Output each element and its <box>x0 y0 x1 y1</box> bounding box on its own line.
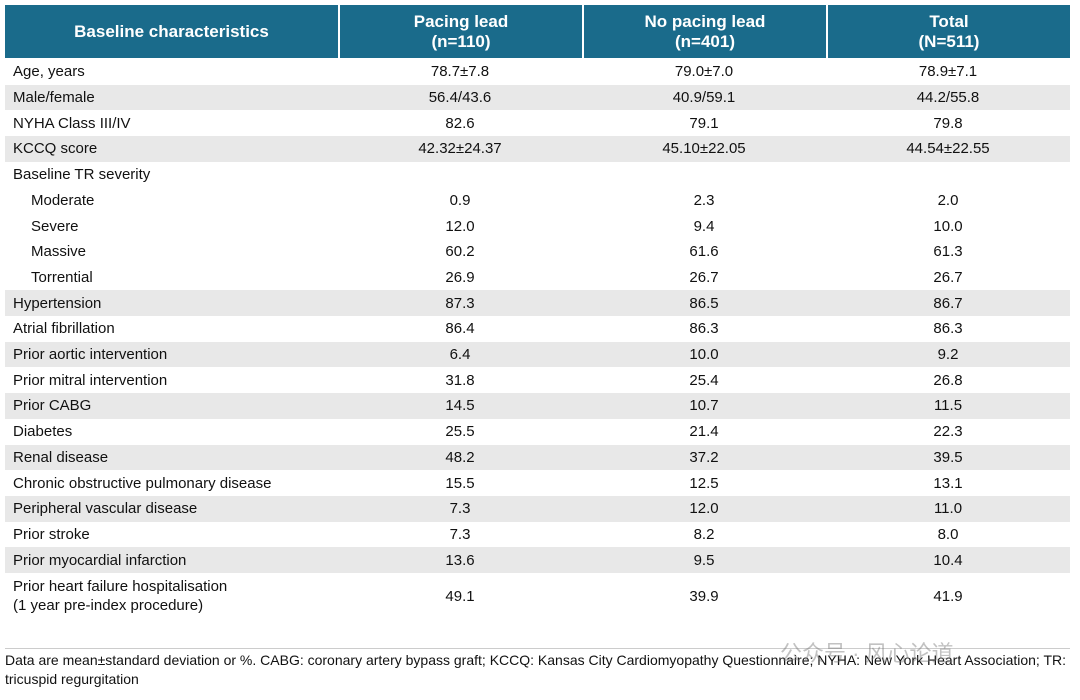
value-cell: 10.7 <box>689 397 719 415</box>
header-cell: Pacing lead (n=110) <box>340 5 582 58</box>
row-label: Massive <box>31 243 87 261</box>
value-cell: 42.32±24.37 <box>418 140 502 158</box>
row-band <box>5 393 1070 419</box>
row-label: Moderate <box>31 191 95 209</box>
row-band <box>5 136 1070 162</box>
row-label: Atrial fibrillation <box>13 320 115 338</box>
value-cell: 2.0 <box>937 191 959 209</box>
value-cell: 56.4/43.6 <box>428 89 492 107</box>
value-cell: 10.0 <box>689 346 719 364</box>
row-band <box>5 84 1070 111</box>
value-cell: 8.2 <box>693 525 715 543</box>
value-cell: 49.1 <box>445 587 475 605</box>
value-cell: 10.0 <box>933 217 963 235</box>
value-cell: 26.7 <box>933 268 963 286</box>
row-band <box>5 444 1070 471</box>
value-cell: 13.1 <box>933 474 963 492</box>
value-cell: 9.4 <box>693 217 715 235</box>
value-cell: 39.9 <box>689 587 719 605</box>
row-band <box>5 495 1070 522</box>
value-cell: 9.5 <box>693 551 715 569</box>
value-cell: 22.3 <box>933 423 963 441</box>
value-cell: 25.5 <box>445 423 475 441</box>
value-cell: 10.4 <box>933 551 963 569</box>
value-cell: 79.1 <box>689 114 719 132</box>
row-label: Prior stroke <box>13 525 90 543</box>
value-cell: 12.0 <box>689 500 719 518</box>
row-label: Prior CABG <box>13 397 92 415</box>
value-cell: 8.0 <box>937 525 959 543</box>
row-label: Peripheral vascular disease <box>13 500 198 518</box>
value-cell: 82.6 <box>445 114 475 132</box>
row-label: Prior mitral intervention <box>13 371 168 389</box>
value-cell: 0.9 <box>449 191 471 209</box>
value-cell: 25.4 <box>689 371 719 389</box>
header-cell: Baseline characteristics <box>5 5 338 58</box>
value-cell: 78.9±7.1 <box>918 63 978 81</box>
value-cell: 12.0 <box>445 217 475 235</box>
value-cell: 87.3 <box>445 294 475 312</box>
header-cell: No pacing lead (n=401) <box>584 5 826 58</box>
value-cell: 60.2 <box>445 243 475 261</box>
row-band <box>5 547 1070 573</box>
row-label: NYHA Class III/IV <box>13 114 131 132</box>
value-cell: 7.3 <box>449 500 471 518</box>
value-cell: 37.2 <box>689 448 719 466</box>
row-band <box>5 341 1070 368</box>
value-cell: 61.6 <box>689 243 719 261</box>
value-cell: 61.3 <box>933 243 963 261</box>
value-cell: 31.8 <box>445 371 475 389</box>
header-cell: Total (N=511) <box>828 5 1070 58</box>
value-cell: 86.3 <box>933 320 963 338</box>
value-cell: 2.3 <box>693 191 715 209</box>
value-cell: 86.5 <box>689 294 719 312</box>
value-cell: 86.4 <box>445 320 475 338</box>
row-label: Male/female <box>13 89 95 107</box>
value-cell: 26.7 <box>689 268 719 286</box>
value-cell: 12.5 <box>689 474 719 492</box>
value-cell: 26.8 <box>933 371 963 389</box>
value-cell: 7.3 <box>449 525 471 543</box>
row-label: Prior myocardial infarction <box>13 551 187 569</box>
row-label: Baseline TR severity <box>13 166 151 184</box>
row-band <box>5 290 1070 316</box>
value-cell: 44.2/55.8 <box>916 89 980 107</box>
value-cell: 11.5 <box>933 397 963 415</box>
value-cell: 44.54±22.55 <box>906 140 990 158</box>
value-cell: 39.5 <box>933 448 963 466</box>
value-cell: 86.3 <box>689 320 719 338</box>
value-cell: 40.9/59.1 <box>672 89 736 107</box>
row-label: Prior aortic intervention <box>13 346 168 364</box>
footnote: Data are mean±standard deviation or %. C… <box>5 648 1070 689</box>
value-cell: 26.9 <box>445 268 475 286</box>
value-cell: 11.0 <box>933 500 963 518</box>
row-label: Torrential <box>31 268 93 286</box>
value-cell: 48.2 <box>445 448 475 466</box>
value-cell: 14.5 <box>445 397 475 415</box>
row-label: Chronic obstructive pulmonary disease <box>13 474 272 492</box>
value-cell: 9.2 <box>937 346 959 364</box>
row-label: Renal disease <box>13 448 109 466</box>
row-label: Severe <box>31 217 79 235</box>
value-cell: 78.7±7.8 <box>430 63 490 81</box>
row-label: Age, years <box>13 63 85 81</box>
row-label: Prior heart failure hospitalisation (1 y… <box>13 578 228 614</box>
row-label: KCCQ score <box>13 140 98 158</box>
value-cell: 79.8 <box>933 114 963 132</box>
row-label: Hypertension <box>13 294 102 312</box>
value-cell: 41.9 <box>933 587 963 605</box>
value-cell: 45.10±22.05 <box>662 140 746 158</box>
value-cell: 86.7 <box>933 294 963 312</box>
value-cell: 15.5 <box>445 474 475 492</box>
value-cell: 13.6 <box>445 551 475 569</box>
value-cell: 6.4 <box>449 346 471 364</box>
value-cell: 79.0±7.0 <box>674 63 734 81</box>
watermark: 公众号 · 风心论道 <box>780 641 954 666</box>
value-cell: 21.4 <box>689 423 719 441</box>
row-label: Diabetes <box>13 423 73 441</box>
